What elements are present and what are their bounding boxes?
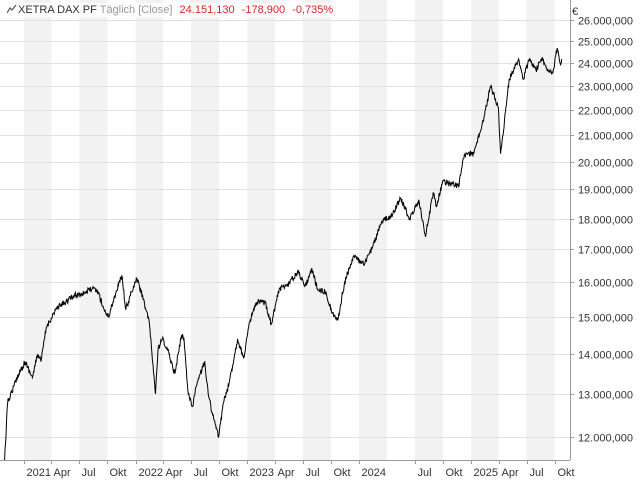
dax-price-line [4,47,563,461]
quarter-band [302,0,331,460]
y-tick-label: 13.000,000 [578,390,633,402]
quarter-band [79,0,108,460]
quarter-band [23,0,52,460]
y-tick-label: 23.000,000 [578,82,633,94]
quarter-band [247,0,275,460]
x-tick-label: Apr [166,467,183,479]
x-tick-label: Okt [558,467,575,479]
x-tick-label: Okt [446,467,463,479]
y-tick-label: 14.000,000 [578,350,633,362]
price-change-percent: -0,735% [292,4,334,16]
price-change: -178,900 [241,4,286,16]
y-tick-label: 26.000,000 [578,16,633,28]
y-tick-label: 22.000,000 [578,106,633,118]
x-tick-label: Jul [418,467,432,479]
x-tick-label: Okt [110,467,127,479]
x-tick-label: Jul [306,467,320,479]
y-tick-label: 24.000,000 [578,59,633,71]
quarter-band [471,0,499,460]
y-tick-label: 19.000,000 [578,185,633,197]
x-tick-label: Jul [82,467,96,479]
y-tick-label: 21.000,000 [578,131,633,143]
gridlines [0,20,570,438]
x-tick-label: 2025 [474,467,498,479]
y-tick-label: 20.000,000 [578,158,633,170]
x-tick-label: Jul [194,467,208,479]
quarter-band [526,0,555,460]
line-chart-icon [7,4,17,14]
quarter-band [191,0,220,460]
series-description: Täglich [Close] [99,4,173,16]
x-tick-label: 2023 [250,467,274,479]
y-tick-label: 25.000,000 [578,37,633,49]
x-tick-label: Jul [530,467,544,479]
x-tick-label: Apr [54,467,71,479]
instrument-name: XETRA DAX PF [18,4,97,16]
quarter-band [359,0,387,460]
quarter-band [414,0,443,460]
x-tick-label: Apr [278,467,295,479]
y-tick-label: 16.000,000 [578,278,633,290]
y-axis-ticks: 12.000,000 13.000,000 14.000,000 15.000,000… [570,16,633,445]
x-tick-label: Okt [222,467,239,479]
last-price: 24.151,130 [179,4,235,16]
period-bands [23,0,555,460]
y-tick-label: 18.000,000 [578,215,633,227]
y-tick-label: 17.000,000 [578,245,633,257]
chart-header: XETRA DAX PF Täglich [Close] 24.151,130 … [4,3,337,17]
currency-label: € [572,6,579,18]
x-axis-ticks: 2021 Apr Jul Okt 2022 Apr Jul Okt 2023 Apr Jul Okt 2… [24,460,575,479]
x-tick-label: 2024 [362,467,386,479]
x-tick-label: Okt [334,467,351,479]
x-tick-label: 2022 [139,467,163,479]
y-tick-label: 12.000,000 [578,433,633,445]
x-tick-label: 2021 [27,467,51,479]
quarter-band [135,0,164,460]
y-tick-label: 15.000,000 [578,313,633,325]
x-tick-label: Apr [502,467,519,479]
